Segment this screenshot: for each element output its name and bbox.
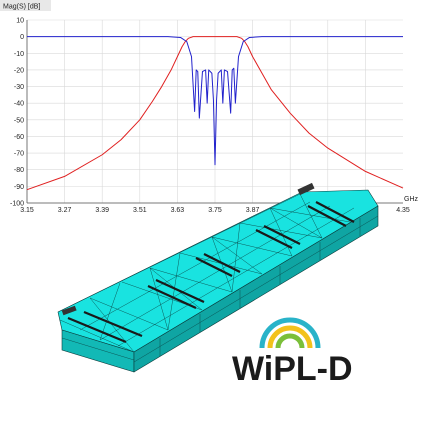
s-parameter-chart: 10 0 -10 -20 -30 -40 -50 -60 -70 -80 -90 -100 3.15 3… (0, 0, 419, 214)
series-line-1 (26, 36, 404, 191)
y-tick-label: -80 (14, 167, 24, 174)
logo-arc-yellow (267, 325, 313, 349)
y-tick-label: -30 (14, 84, 24, 91)
y-axis-label: Mag(S) [dB] (3, 4, 40, 11)
model-resonators (67, 201, 355, 344)
chart-series (26, 36, 404, 191)
logo-text: WiPL-D (232, 350, 353, 388)
y-tick-label: 0 (20, 34, 24, 41)
x-tick-label: 3.87 (246, 207, 260, 214)
x-tick-label: 3.27 (58, 207, 72, 214)
y-axis-label-box (0, 0, 51, 11)
y-tick-labels: 10 0 -10 -20 -30 -40 -50 -60 -70 -80 -90 -100 (10, 18, 24, 208)
wipl-d-logo: WiPL-D (232, 317, 353, 388)
y-tick-label: -100 (10, 201, 24, 208)
chart-grid (27, 19, 403, 204)
y-tick-label: -10 (14, 51, 24, 58)
y-tick-label: -90 (14, 184, 24, 191)
y-tick-label: 10 (16, 18, 24, 25)
y-tick-label: -60 (14, 134, 24, 141)
x-tick-label: 3.75 (208, 207, 222, 214)
x-tick-label: 3.15 (20, 207, 34, 214)
series-line-2 (27, 36, 403, 166)
x-tick-label: 3.39 (95, 207, 109, 214)
model-connectors (61, 182, 315, 316)
y-tick-label: -50 (14, 117, 24, 124)
x-axis-label: GHz (404, 196, 419, 203)
logo-arc-blue (259, 317, 321, 349)
x-tick-label: 4.35 (396, 207, 410, 214)
model-mesh (57, 193, 379, 363)
filter-3d-model (57, 182, 379, 373)
logo-arc-green (275, 333, 305, 349)
y-tick-label: -20 (14, 67, 24, 74)
y-tick-label: -40 (14, 101, 24, 108)
x-tick-label: 3.63 (171, 207, 185, 214)
y-tick-label: -70 (14, 151, 24, 158)
x-tick-label: 3.51 (133, 207, 147, 214)
